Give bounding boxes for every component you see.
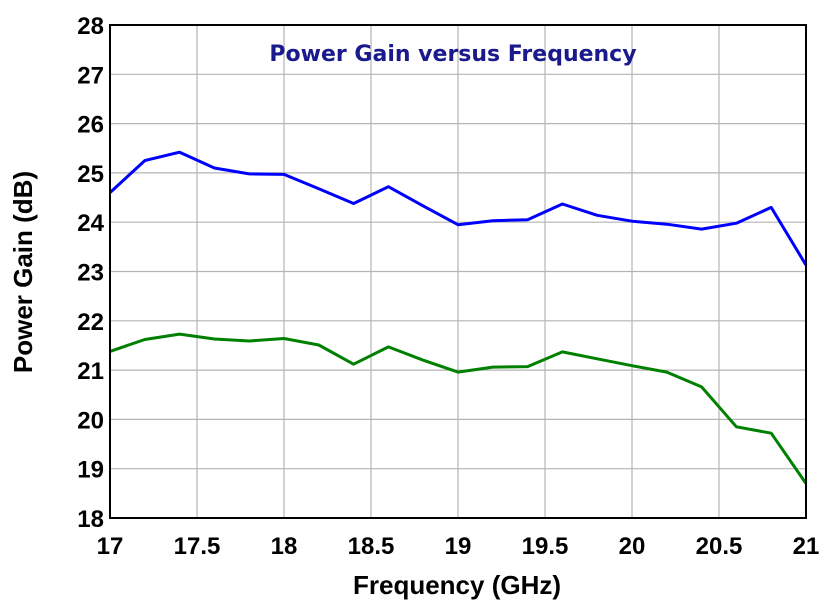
y-tick-label: 26 [77,112,104,139]
y-ticks: 18 19 20 21 22 23 24 25 26 27 28 [77,13,104,533]
x-axis-label: Frequency (GHz) [353,570,561,600]
y-tick-label: 24 [77,210,104,237]
x-tick-label: 20.5 [696,533,743,560]
x-ticks: 17 17.5 18 18.5 19 19.5 20 20.5 21 [97,533,820,560]
series-line-lower [109,332,808,485]
y-tick-label: 28 [77,13,104,40]
chart-title: Power Gain versus Frequency [269,42,636,67]
x-tick-label: 18.5 [348,533,395,560]
y-tick-label: 21 [77,358,104,385]
x-tick-label: 17 [97,533,124,560]
y-tick-label: 19 [77,457,104,484]
y-tick-label: 23 [77,260,104,287]
x-tick-label: 21 [793,533,820,560]
x-tick-label: 19 [445,533,472,560]
x-tick-label: 17.5 [174,533,221,560]
y-tick-label: 20 [77,407,104,434]
plot-frame [109,24,807,519]
y-tick-label: 18 [77,506,104,533]
series-line-upper [108,150,808,266]
x-tick-label: 19.5 [522,533,569,560]
grid [110,25,806,518]
y-tick-label: 22 [77,309,104,336]
y-tick-label: 27 [77,62,104,89]
x-tick-label: 20 [619,533,646,560]
y-tick-label: 25 [77,161,104,188]
series-group [108,150,808,485]
x-tick-label: 18 [271,533,298,560]
y-axis-label: Power Gain (dB) [8,171,38,373]
